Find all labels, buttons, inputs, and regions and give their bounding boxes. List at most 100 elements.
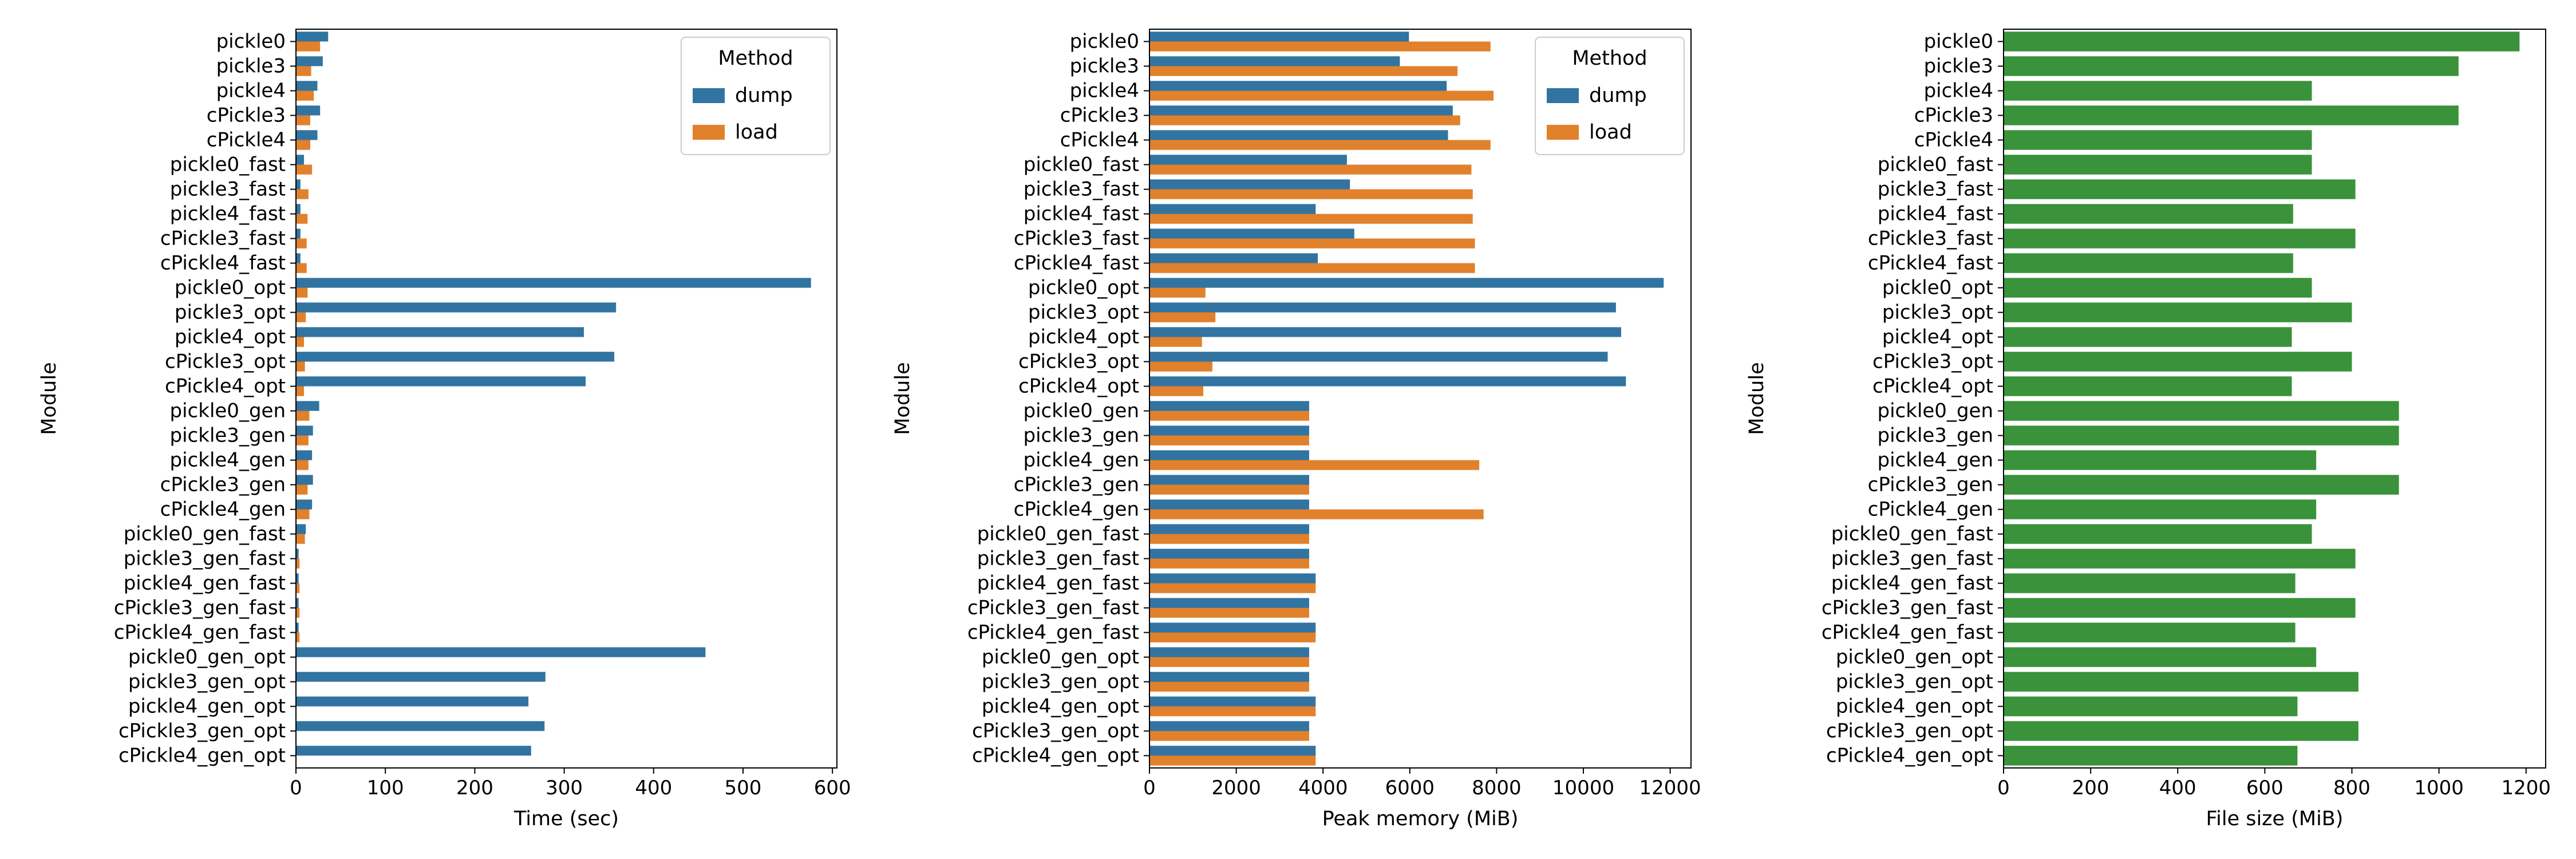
ytick-label: pickle4	[1924, 80, 1993, 103]
chart-panel-2: pickle0pickle3pickle4cPickle3cPickle4pic…	[891, 29, 1701, 830]
bar-cPickle3-dump	[1149, 105, 1453, 116]
bar-cPickle4_fast-load	[1149, 263, 1475, 273]
bar-pickle4_gen-dump	[1149, 450, 1309, 460]
ytick-label: cPickle3_fast	[1868, 227, 1993, 250]
bar-cPickle3_fast-dump	[296, 228, 301, 239]
bar-pickle3_gen_fast	[2004, 549, 2356, 569]
bar-cPickle4_gen-dump	[1149, 499, 1309, 510]
bar-cPickle4_opt-load	[1149, 386, 1203, 396]
ytick-label: cPickle4_gen_opt	[1826, 744, 1993, 767]
bar-cPickle3_gen-dump	[1149, 475, 1309, 485]
xtick-label: 100	[367, 777, 404, 799]
ytick-label: pickle3_gen_opt	[128, 671, 286, 693]
bar-cPickle4_gen_fast-dump	[296, 622, 299, 633]
bar-pickle4_gen	[2004, 450, 2317, 470]
xtick-label: 1200	[2502, 777, 2551, 799]
ytick-label: cPickle3	[1060, 104, 1139, 127]
bar-pickle3_gen_opt-dump	[1149, 672, 1309, 682]
xtick-label: 0	[1997, 777, 2010, 799]
ytick-label: pickle3_gen	[1878, 424, 1993, 447]
bar-cPickle3_opt-dump	[1149, 352, 1608, 362]
legend-entry-dump: dump	[735, 84, 793, 107]
bar-pickle3_fast-dump	[1149, 179, 1350, 190]
bar-pickle0_gen_fast-load	[1149, 534, 1309, 544]
chart-panel-1: pickle0pickle3pickle4cPickle3cPickle4pic…	[38, 29, 851, 830]
bar-pickle3-load	[1149, 66, 1458, 76]
bar-pickle4_fast-dump	[1149, 204, 1316, 214]
legend-swatch-dump	[693, 88, 725, 103]
xtick-label: 0	[1143, 777, 1156, 799]
bar-pickle0_gen_opt	[2004, 647, 2317, 667]
bar-cPickle3_gen-load	[1149, 484, 1309, 495]
bar-pickle4_fast-load	[296, 214, 308, 224]
ytick-label: cPickle3_gen	[160, 474, 286, 497]
bar-pickle0_fast-dump	[1149, 155, 1347, 165]
xtick-label: 500	[725, 777, 762, 799]
ytick-label: cPickle3_fast	[160, 227, 286, 250]
bar-cPickle3_fast-load	[1149, 238, 1475, 249]
bar-pickle3_gen_opt	[2004, 672, 2358, 692]
ytick-label: pickle0_opt	[175, 277, 286, 300]
bar-cPickle3_opt-load	[1149, 361, 1212, 372]
ytick-label: pickle4_opt	[1882, 326, 1993, 349]
bar-pickle3_gen_opt-load	[1149, 681, 1309, 692]
ytick-label: cPickle3_gen	[1014, 474, 1139, 497]
ytick-label: pickle4_fast	[1878, 203, 1993, 226]
bar-pickle4-load	[296, 90, 314, 101]
bar-cPickle4_gen-dump	[296, 499, 313, 510]
bar-cPickle3-load	[296, 115, 310, 125]
xtick-label: 600	[2246, 777, 2283, 799]
bar-pickle4_opt-load	[1149, 337, 1202, 347]
bar-pickle0_gen-dump	[1149, 401, 1309, 411]
bar-pickle3_opt-dump	[296, 302, 617, 313]
ytick-label: pickle0_fast	[170, 153, 286, 176]
ytick-label: cPickle4_opt	[1872, 375, 1993, 398]
ytick-label: pickle4_gen_fast	[124, 572, 286, 595]
ytick-label: pickle3_gen_opt	[1836, 671, 1993, 693]
bar-pickle4-dump	[296, 81, 318, 91]
bar-pickle3_opt-dump	[1149, 302, 1616, 313]
xtick-label: 400	[2159, 777, 2196, 799]
bar-pickle4_gen_fast-dump	[296, 573, 299, 584]
bar-cPickle3_gen_opt-dump	[1149, 721, 1309, 731]
bar-pickle0-dump	[1149, 31, 1409, 42]
bar-cPickle4_fast-dump	[1149, 253, 1318, 263]
ytick-label: cPickle4_gen	[160, 498, 286, 521]
bar-cPickle3_opt-load	[296, 361, 305, 372]
ytick-label: pickle3_gen_fast	[124, 547, 286, 570]
bar-pickle4_gen_opt-dump	[1149, 696, 1316, 707]
bar-cPickle3_fast-load	[296, 238, 307, 249]
bar-cPickle3_gen_opt-load	[1149, 731, 1309, 741]
y-axis-label: Module	[1745, 362, 1768, 435]
bar-cPickle4_gen_opt	[2004, 746, 2298, 766]
bar-cPickle4_gen_fast-load	[1149, 632, 1316, 643]
bar-pickle0_gen-load	[1149, 411, 1309, 421]
ytick-label: cPickle3_opt	[1018, 350, 1139, 373]
bar-pickle4-load	[1149, 90, 1494, 101]
bar-cPickle4_gen-load	[296, 509, 310, 519]
ytick-label: cPickle3	[207, 104, 286, 127]
bar-cPickle3	[2004, 105, 2459, 125]
ytick-label: cPickle4_gen_opt	[972, 744, 1139, 767]
bar-pickle0_gen	[2004, 401, 2399, 421]
bar-pickle0_gen_fast-load	[296, 534, 305, 544]
bar-pickle0_gen_fast	[2004, 524, 2312, 544]
bar-pickle4_gen_opt-dump	[296, 696, 529, 707]
legend: Method dump load	[681, 37, 831, 155]
bar-pickle0_gen_fast-dump	[1149, 524, 1309, 534]
bar-cPickle3_gen_fast-load	[296, 608, 300, 618]
xtick-label: 400	[635, 777, 672, 799]
bar-pickle0_opt-dump	[296, 278, 811, 288]
bar-pickle0_opt-dump	[1149, 278, 1664, 288]
bar-pickle4_gen_fast	[2004, 573, 2296, 593]
xtick-label: 2000	[1211, 777, 1261, 799]
ytick-label: pickle4_fast	[1024, 203, 1139, 226]
bar-pickle0_gen_opt-load	[1149, 657, 1309, 667]
bar-cPickle4_opt-dump	[296, 376, 586, 387]
ytick-label: pickle0	[1070, 30, 1139, 53]
bar-cPickle3_opt-dump	[296, 352, 615, 362]
ytick-label: pickle4_gen_opt	[1836, 695, 1993, 718]
bar-pickle4_gen-load	[1149, 460, 1480, 470]
ytick-label: pickle4_opt	[1028, 326, 1139, 349]
ytick-label: pickle4_gen_opt	[982, 695, 1139, 718]
